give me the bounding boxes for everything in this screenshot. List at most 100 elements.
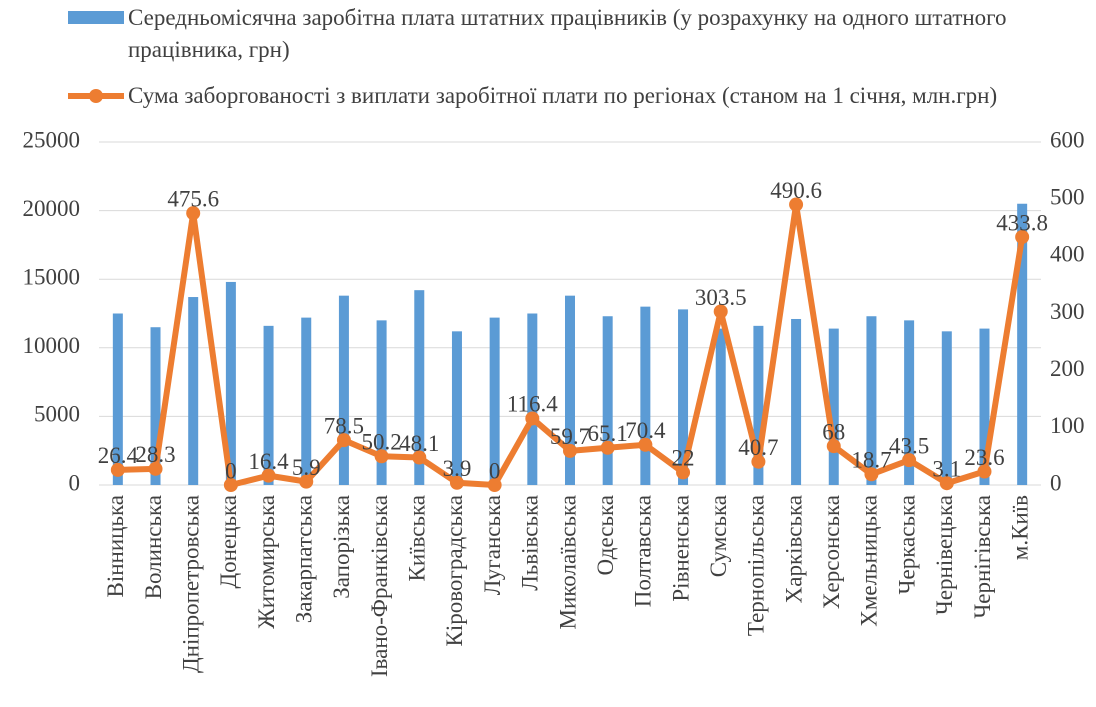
data-label: 28.3 <box>135 442 175 467</box>
line-marker <box>751 454 766 469</box>
bar <box>866 316 877 485</box>
x-tick-label: Полтавська <box>631 495 656 607</box>
bar <box>301 317 312 485</box>
bar <box>489 317 500 485</box>
legend-entry: Середньомісячна заробітна плата штатних … <box>128 5 1007 62</box>
plot <box>99 141 1041 486</box>
line-marker <box>223 478 238 492</box>
x-tick-label: Закарпатська <box>292 495 317 623</box>
line-marker <box>638 437 653 452</box>
bar <box>150 327 161 485</box>
y2-tick-label: 400 <box>1050 242 1085 267</box>
line-marker <box>148 461 163 476</box>
y2-tick-label: 500 <box>1050 184 1085 209</box>
y2-tick-label: 200 <box>1050 356 1085 381</box>
x-tick-label: Хмельницька <box>857 495 882 627</box>
line-marker <box>336 433 351 448</box>
y-tick-label: 15000 <box>23 264 81 289</box>
line-marker <box>487 478 502 492</box>
line-marker <box>826 439 841 454</box>
legend-entry: Сума заборгованості з виплати заробітної… <box>128 83 998 108</box>
bar <box>979 328 990 485</box>
data-label: 5.9 <box>292 455 321 480</box>
x-tick-label: м.Київ <box>1007 495 1032 560</box>
line-marker <box>902 453 917 468</box>
x-tick-label: Запорізька <box>329 495 354 599</box>
line-marker <box>713 304 728 319</box>
line-marker <box>977 464 992 479</box>
x-tick-label: Миколаївська <box>555 495 580 630</box>
legend-line-marker <box>89 89 103 103</box>
x-tick-label: Чернівецька <box>932 495 957 615</box>
bar <box>941 331 952 485</box>
y-tick-label: 5000 <box>34 402 80 427</box>
x-tick-label: Київська <box>405 495 430 582</box>
x-tick-label: Житомирська <box>254 495 279 629</box>
data-label: 22 <box>672 446 695 471</box>
data-label: 18.7 <box>851 448 891 473</box>
bar <box>753 325 764 485</box>
data-label: 50.2 <box>361 430 401 455</box>
data-label: 26.4 <box>98 443 139 468</box>
bar <box>451 331 462 485</box>
x-tick-label: Дніпропетровська <box>178 495 203 673</box>
bar <box>715 328 726 485</box>
line-marker <box>789 197 804 212</box>
y-tick-label: 10000 <box>23 333 81 358</box>
line-marker <box>525 411 540 426</box>
line-marker <box>939 476 954 491</box>
data-label: 43.5 <box>889 433 929 458</box>
data-label: 78.5 <box>324 413 364 438</box>
y2-tick-label: 300 <box>1050 299 1085 324</box>
line-marker <box>412 450 427 465</box>
x-tick-label: Сумська <box>706 495 731 577</box>
bar <box>1017 203 1028 486</box>
bar <box>112 313 123 485</box>
data-label: 3.1 <box>932 457 961 482</box>
x-tick-label: Кіровоградська <box>442 495 467 647</box>
x-tick-label: Черкаська <box>894 495 919 594</box>
data-label: 116.4 <box>507 392 558 417</box>
bar <box>904 320 915 485</box>
bar <box>602 316 613 485</box>
data-label: 48.1 <box>399 431 439 456</box>
x-tick-label: Івано-Франківська <box>367 495 392 677</box>
x-tick-label: Чернігівська <box>970 495 995 619</box>
bar <box>678 309 689 485</box>
bar <box>338 295 349 485</box>
y-tick-label: 25000 <box>23 127 81 152</box>
data-label: 0 <box>225 458 237 483</box>
line-marker <box>374 449 389 464</box>
data-label: 40.7 <box>738 435 778 460</box>
data-label: 303.5 <box>695 285 747 310</box>
x-tick-label: Харківська <box>781 495 806 603</box>
line-marker <box>186 206 201 221</box>
data-label: 3.9 <box>443 456 472 481</box>
data-label: 70.4 <box>625 418 666 443</box>
line-marker <box>563 443 577 458</box>
data-label: 490.6 <box>770 178 822 203</box>
x-tick-label: Херсонська <box>819 495 844 609</box>
data-label: 433.8 <box>996 210 1048 235</box>
bar <box>527 313 538 485</box>
y2-tick-label: 100 <box>1050 413 1085 438</box>
x-tick-label: Рівненська <box>668 495 693 602</box>
line-marker <box>299 474 314 489</box>
data-label: 0 <box>489 458 501 483</box>
data-label: 23.6 <box>964 445 1004 470</box>
y-tick-label: 0 <box>69 470 81 495</box>
x-tick-label: Львівська <box>518 495 543 591</box>
y-tick-label: 20000 <box>23 196 81 221</box>
x-tick-label: Тернопільська <box>744 495 769 636</box>
bar <box>263 325 274 485</box>
bar <box>640 306 651 485</box>
bar <box>225 281 236 485</box>
x-tick-label: Волинська <box>141 495 166 599</box>
line-marker <box>261 468 276 483</box>
line-marker <box>864 467 879 482</box>
data-label: 59.7 <box>550 424 590 449</box>
data-label: 475.6 <box>167 186 219 211</box>
line-marker <box>600 440 615 455</box>
